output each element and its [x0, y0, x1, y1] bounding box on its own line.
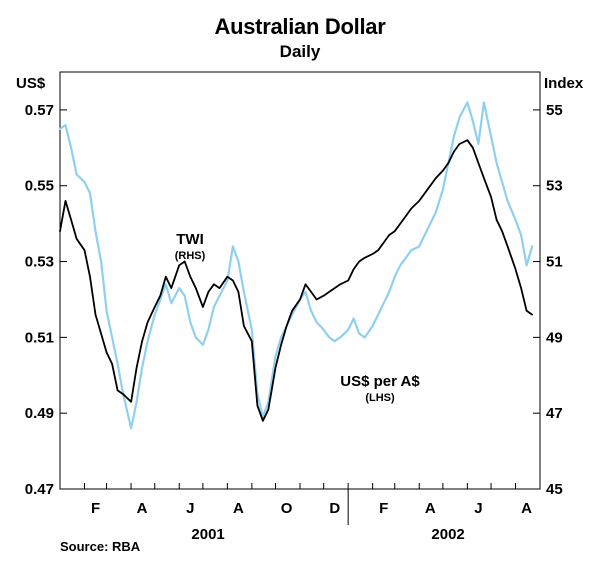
month-label: J	[186, 500, 194, 517]
month-label: O	[281, 500, 293, 517]
month-label: F	[379, 500, 388, 517]
axis-labels: 0.57 0.55 0.53 0.51 0.49 0.47 55 53 51 49 47 45 F A J A…	[25, 102, 563, 543]
month-label: D	[329, 500, 340, 517]
year-label: 2002	[431, 526, 464, 543]
right-tick-label: 53	[546, 178, 563, 195]
right-tick-label: 45	[546, 481, 563, 498]
chart-title: Australian Dollar	[214, 14, 386, 39]
series-line-usd	[58, 101, 534, 430]
month-label: A	[425, 500, 436, 517]
left-tick-label: 0.55	[25, 178, 54, 195]
right-tick-label: 47	[546, 405, 563, 422]
series-sub-usd: (LHS)	[365, 392, 395, 404]
left-tick-label: 0.51	[25, 329, 54, 346]
right-tick-label: 55	[546, 102, 563, 119]
series-sub-twi: (RHS)	[175, 250, 206, 262]
series-label-twi: TWI	[176, 231, 204, 248]
month-label: A	[233, 500, 244, 517]
right-tick-label: 51	[546, 254, 563, 271]
series-line-twi	[59, 139, 533, 422]
left-tick-label: 0.47	[25, 481, 54, 498]
chart-subtitle: Daily	[279, 42, 321, 61]
axis-ticks	[60, 109, 540, 525]
left-tick-label: 0.57	[25, 102, 54, 119]
left-axis-unit: US$	[16, 75, 46, 92]
month-label: J	[474, 500, 482, 517]
year-label: 2001	[191, 526, 224, 543]
month-label: A	[521, 500, 532, 517]
series-label-usd: US$ per A$	[340, 373, 420, 390]
source-note: Source: RBA	[60, 539, 141, 554]
series-lines	[58, 101, 534, 430]
left-tick-label: 0.53	[25, 254, 54, 271]
right-tick-label: 49	[546, 329, 563, 346]
month-label: A	[137, 500, 148, 517]
right-axis-unit: Index	[544, 75, 584, 92]
left-tick-label: 0.49	[25, 405, 54, 422]
month-label: F	[91, 500, 100, 517]
